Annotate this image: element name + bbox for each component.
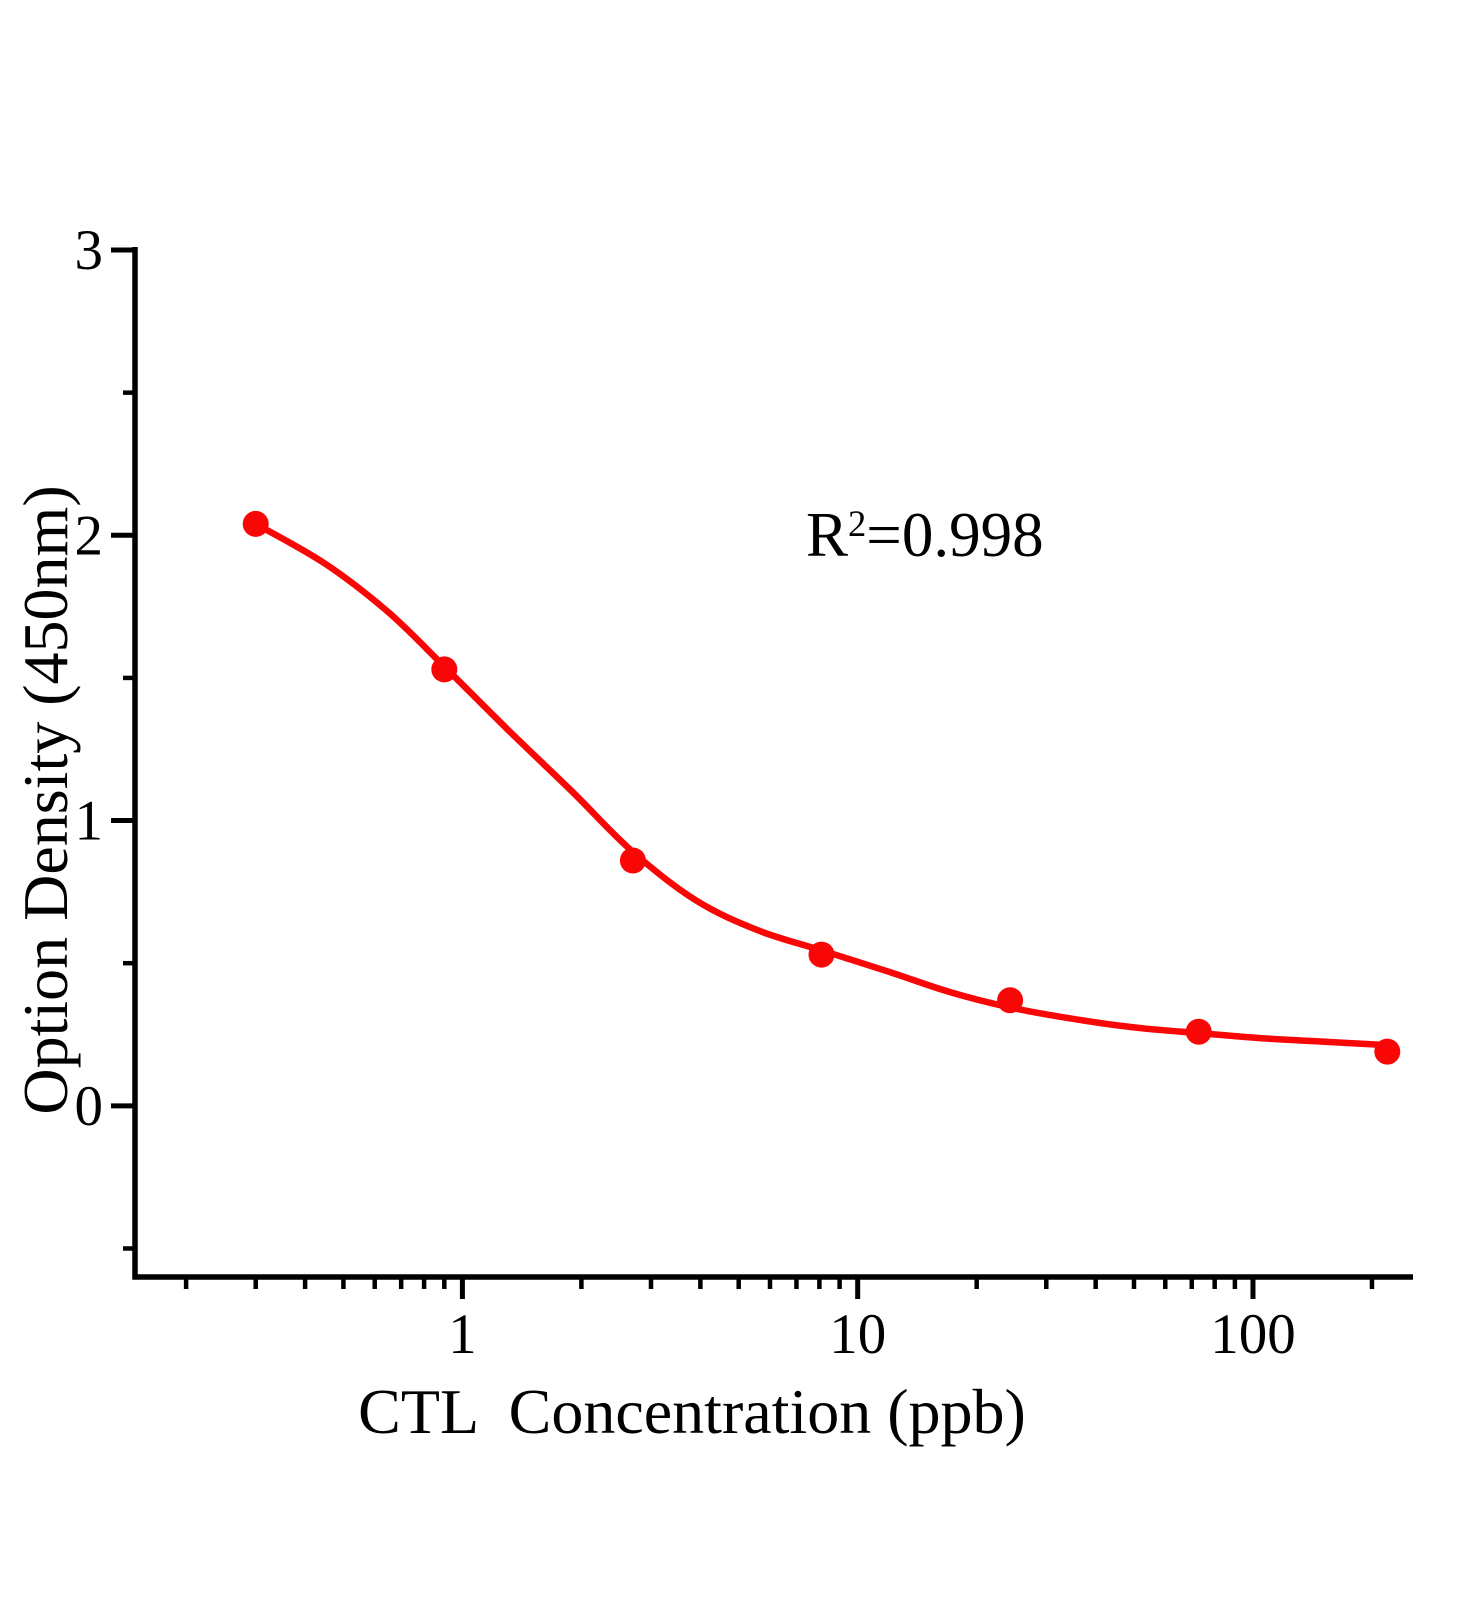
y-tick-label: 0 xyxy=(75,1075,104,1138)
y-tick-label: 3 xyxy=(75,219,104,282)
data-point-marker xyxy=(242,510,269,537)
r-squared-annotation: R2=0.998 xyxy=(806,504,1044,567)
y-axis-title: Option Density (450nm) xyxy=(10,485,81,1115)
r-squared-base: R xyxy=(806,500,849,570)
data-point-marker xyxy=(619,847,646,874)
data-point-marker xyxy=(1374,1038,1401,1065)
axis-frame xyxy=(132,247,1413,1280)
r-squared-value: =0.998 xyxy=(866,500,1044,570)
y-tick-label: 2 xyxy=(75,504,104,567)
x-axis-title: CTL Concentration (ppb) xyxy=(358,1376,1026,1447)
data-point-marker xyxy=(1185,1018,1212,1045)
data-point-marker xyxy=(997,987,1024,1014)
x-tick-label: 10 xyxy=(829,1303,886,1366)
x-tick-label: 1 xyxy=(448,1303,477,1366)
r-squared-exponent: 2 xyxy=(848,502,867,544)
data-point-marker xyxy=(808,941,835,968)
data-point-marker xyxy=(431,656,458,683)
y-tick-label: 1 xyxy=(75,790,104,853)
x-tick-label: 100 xyxy=(1210,1303,1296,1366)
